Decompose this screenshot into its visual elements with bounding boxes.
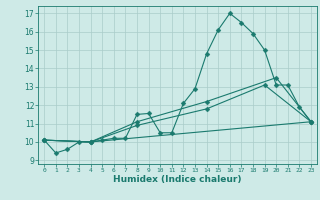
X-axis label: Humidex (Indice chaleur): Humidex (Indice chaleur)	[113, 175, 242, 184]
